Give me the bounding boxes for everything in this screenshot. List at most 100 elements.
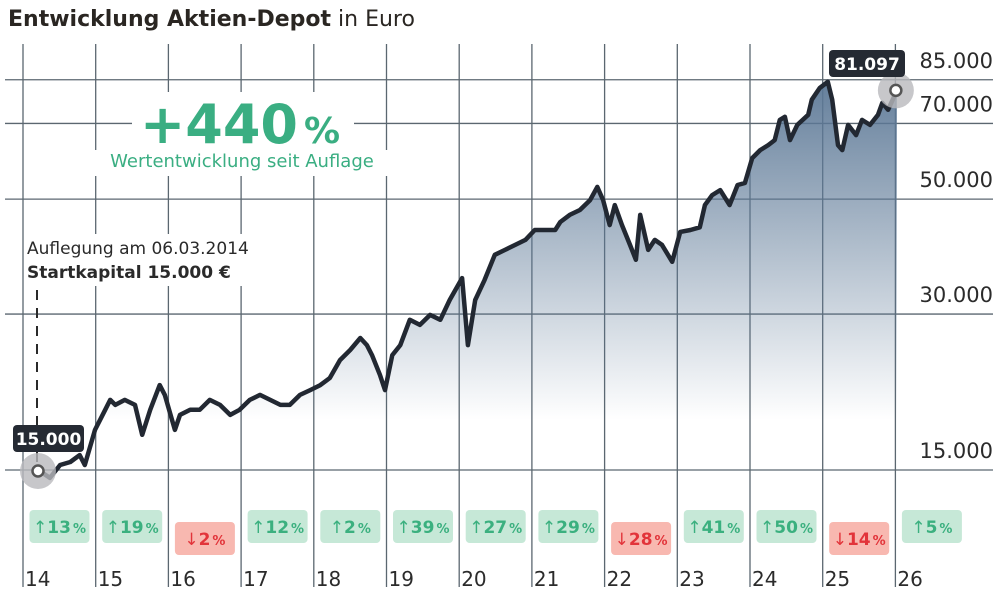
headline-bg (132, 92, 354, 152)
return-value: 5 (926, 518, 938, 538)
percent-sign: % (509, 522, 522, 537)
return-value: 12 (265, 518, 289, 538)
yearly-return-badges: ↑13% ↑19 %↓2 %↑12% ↑2% ↑39% ↑27% ↑29 %↓28 %↑41% ↑5… (29, 510, 962, 555)
chart-title: Entwicklung Aktien-Depot in Euro (8, 7, 415, 32)
badge-bg (901, 510, 962, 543)
x-tick-label: 24 (752, 567, 777, 591)
start-value-point (31, 464, 45, 478)
badge-bg (174, 522, 235, 555)
return-badge-2017: ↑12% (247, 510, 308, 543)
badge-bg (29, 510, 90, 543)
percent-sign: % (582, 522, 595, 537)
arrow-up-icon: ↑ (397, 518, 411, 538)
x-tick-label: 25 (825, 567, 850, 591)
badge-text: ↓14% (833, 530, 886, 550)
return-badge-2019: ↑39% (393, 510, 453, 543)
return-badge-2016: ↓2% (174, 522, 235, 555)
start-value-label: 15.000 (16, 430, 82, 450)
y-tick-label: 30.000 (920, 283, 993, 307)
y-tick-label: 15.000 (920, 439, 993, 463)
badge-text: ↑29% (542, 518, 595, 538)
start-capital-text: Startkapital 15.000 € (27, 263, 231, 283)
badge-text: ↑39% (397, 518, 450, 538)
x-tick-label: 16 (170, 567, 195, 591)
x-tick-label: 15 (98, 567, 123, 591)
badge-bg (683, 510, 744, 543)
x-tick-label: 17 (243, 567, 268, 591)
launch-annotation: Auflegung am 06.03.2014 Startkapital 15.… (24, 234, 254, 462)
markers: 15.000 81.097 (13, 50, 914, 489)
end-value-badge (829, 50, 905, 77)
arrow-up-icon: ↑ (760, 518, 774, 538)
x-tick-label: 22 (607, 567, 632, 591)
y-tick-label: 85.000 (920, 49, 993, 73)
end-value-label: 81.097 (834, 55, 900, 75)
percent-sign: % (727, 522, 740, 537)
percent-sign: % (436, 522, 449, 537)
x-tick-label: 14 (25, 567, 50, 591)
badge-bg (393, 510, 453, 543)
return-value: 2 (199, 530, 211, 550)
badge-text: ↑19% (106, 518, 159, 538)
arrow-up-icon: ↑ (106, 518, 120, 538)
y-label-bg (912, 89, 996, 118)
launch-bg (24, 234, 254, 286)
return-value: 50 (774, 518, 798, 538)
return-badge-2025: ↓14% (829, 522, 890, 555)
y-tick-label: 70.000 (920, 92, 993, 116)
x-tick-label: 19 (389, 567, 414, 591)
y-tick-label: 50.000 (920, 168, 993, 192)
percent-sign: % (939, 522, 952, 537)
end-value-point (889, 83, 903, 98)
return-value: 14 (847, 530, 871, 550)
y-label-bg (912, 165, 996, 194)
series-layer (37, 79, 899, 481)
series-line (37, 79, 899, 481)
percent-sign: % (655, 534, 668, 549)
arrow-up-icon: ↑ (469, 518, 483, 538)
badge-text: ↑41% (687, 518, 740, 538)
area-fill (38, 81, 897, 478)
arrow-down-icon: ↓ (184, 530, 198, 550)
badge-text: ↑27% (469, 518, 522, 538)
return-badge-2024: ↑50% (756, 510, 817, 543)
badge-text: ↓2% (184, 530, 225, 550)
return-badge-2026: ↑5% (901, 510, 962, 543)
return-value: 13 (47, 518, 71, 538)
percent-sign: % (73, 522, 86, 537)
start-value-badge (13, 425, 84, 452)
badge-bg (611, 522, 672, 555)
return-badge-2023: ↑41% (683, 510, 744, 543)
badge-bg (829, 522, 890, 555)
arrow-up-icon: ↑ (687, 518, 701, 538)
percent-sign: % (291, 522, 304, 537)
arrow-up-icon: ↑ (33, 518, 47, 538)
return-badge-2020: ↑27% (465, 510, 526, 543)
return-value: 41 (702, 518, 726, 538)
badge-bg (247, 510, 308, 543)
y-label-bg (912, 45, 996, 74)
badge-text: ↑50% (760, 518, 813, 538)
return-value: 29 (556, 518, 580, 538)
percent-sign: % (800, 522, 813, 537)
return-badge-2022: ↓28% (611, 522, 672, 555)
x-tick-label: 21 (534, 567, 559, 591)
badge-bg (320, 510, 381, 543)
arrow-up-icon: ↑ (251, 518, 265, 538)
title-suffix: in Euro (338, 7, 415, 32)
badge-text: ↑5% (911, 518, 952, 538)
percent-sign: % (873, 534, 886, 549)
badge-text: ↓28% (615, 530, 668, 550)
subline-bg (88, 150, 398, 176)
arrow-up-icon: ↑ (542, 518, 556, 538)
badge-text: ↑13% (33, 518, 86, 538)
return-value: 19 (120, 518, 144, 538)
badge-bg (102, 510, 163, 543)
percent-sign: % (358, 522, 371, 537)
return-badge-2015: ↑19% (102, 510, 163, 543)
arrow-down-icon: ↓ (833, 530, 847, 550)
badge-bg (465, 510, 526, 543)
launch-text: Auflegung am 06.03.2014 (27, 239, 249, 259)
y-label-bg (912, 436, 996, 464)
